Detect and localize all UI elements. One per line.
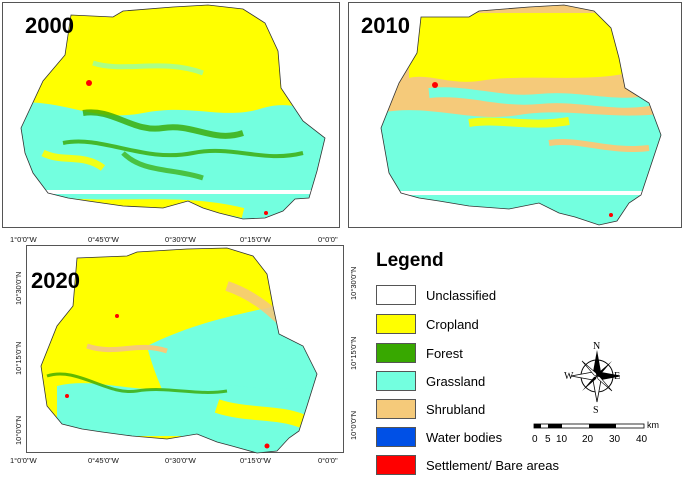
lat-tick-left-3: 10°0'0"N: [14, 416, 23, 445]
legend-label-grassland: Grassland: [426, 373, 486, 389]
map-2000-svg: [20, 4, 326, 220]
legend-title: Legend: [376, 250, 444, 271]
year-label-2000: 2000: [25, 13, 74, 38]
lat-tick-right-1: 10°30'0"N: [349, 267, 358, 300]
lon-tick-bottom-2: 0°45'0"W: [88, 456, 120, 465]
swatch-shrubland: [376, 399, 416, 419]
lon-tick-bottom-5: 0°0'0": [318, 456, 338, 465]
legend-label-settlement: Settlement/ Bare areas: [426, 457, 559, 473]
scale-label-10: 10: [556, 434, 568, 445]
compass-s: S: [593, 405, 599, 415]
lon-tick-top-3: 0°30'0"W: [165, 235, 197, 244]
year-label-2020: 2020: [31, 268, 80, 293]
lon-tick-top-1: 1°0'0"W: [10, 235, 38, 244]
map-2020-svg: [40, 247, 318, 454]
lat-tick-left-1: 10°30'0"N: [14, 272, 23, 305]
swatch-unclassified: [376, 285, 416, 305]
legend-label-unclassified: Unclassified: [426, 287, 497, 303]
scale-label-30: 30: [609, 434, 621, 445]
compass-e: E: [614, 371, 620, 382]
legend-item-shrubland: Shrubland: [376, 398, 485, 420]
lon-tick-top-4: 0°15'0"W: [240, 235, 272, 244]
lon-tick-bottom-1: 1°0'0"W: [10, 456, 38, 465]
compass-n: N: [593, 341, 600, 352]
map-panel-2020: 2020: [26, 245, 344, 454]
swatch-cropland: [376, 314, 416, 334]
scale-label-40: 40: [636, 434, 648, 445]
scale-unit: km: [647, 420, 659, 430]
swatch-grassland: [376, 371, 416, 391]
legend-label-shrubland: Shrubland: [426, 401, 486, 417]
map-2010-svg: [380, 4, 662, 226]
north-arrow-icon: N S E W: [564, 341, 620, 415]
legend-label-water-bodies: Water bodies: [426, 429, 503, 445]
lat-tick-right-2: 10°15'0"N: [349, 337, 358, 370]
year-label-2010: 2010: [361, 13, 410, 38]
map-panel-2010: 2010: [348, 2, 682, 228]
lat-tick-left-2: 10°15'0"N: [14, 342, 23, 375]
legend-item-cropland: Cropland: [376, 313, 479, 335]
lon-tick-top-2: 0°45'0"W: [88, 235, 120, 244]
scale-label-5: 5: [545, 434, 551, 445]
legend-item-water-bodies: Water bodies: [376, 426, 502, 448]
legend-item-grassland: Grassland: [376, 370, 485, 392]
swatch-settlement: [376, 455, 416, 475]
legend-label-forest: Forest: [426, 345, 463, 361]
lat-tick-right-3: 10°0'0"N: [349, 411, 358, 440]
lon-tick-bottom-3: 0°30'0"W: [165, 456, 197, 465]
scale-label-20: 20: [582, 434, 594, 445]
lon-tick-top-5: 0°0'0": [318, 235, 338, 244]
legend-item-forest: Forest: [376, 342, 463, 364]
scale-bar: km 0 5 10 20 30 40: [532, 420, 659, 445]
compass-w: W: [564, 371, 574, 382]
lon-tick-bottom-4: 0°15'0"W: [240, 456, 272, 465]
swatch-water-bodies: [376, 427, 416, 447]
map-2020-landcover: [41, 248, 317, 453]
swatch-forest: [376, 343, 416, 363]
map-panel-2000: 2000: [2, 2, 340, 228]
legend-item-unclassified: Unclassified: [376, 284, 496, 306]
legend-label-cropland: Cropland: [426, 316, 479, 332]
scale-label-0: 0: [532, 434, 538, 445]
legend-item-settlement: Settlement/ Bare areas: [376, 454, 559, 476]
